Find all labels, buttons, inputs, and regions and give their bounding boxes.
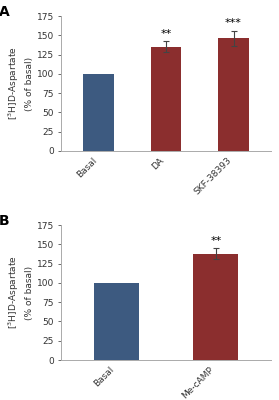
Bar: [218, 38, 249, 151]
Bar: [193, 254, 238, 360]
Bar: [151, 47, 181, 151]
Bar: [83, 74, 114, 151]
Y-axis label: Fractional release of
[$^3$H]D-Aspartate
(% of basal): Fractional release of [$^3$H]D-Aspartate…: [0, 38, 34, 130]
Y-axis label: Fractional release of
[$^3$H]D-Aspartate
(% of basal): Fractional release of [$^3$H]D-Aspartate…: [0, 246, 34, 338]
Text: **: **: [160, 29, 172, 39]
Text: **: **: [210, 236, 222, 246]
Bar: [94, 283, 139, 360]
Text: B: B: [0, 214, 9, 228]
Text: A: A: [0, 5, 9, 19]
Text: ***: ***: [225, 18, 242, 28]
